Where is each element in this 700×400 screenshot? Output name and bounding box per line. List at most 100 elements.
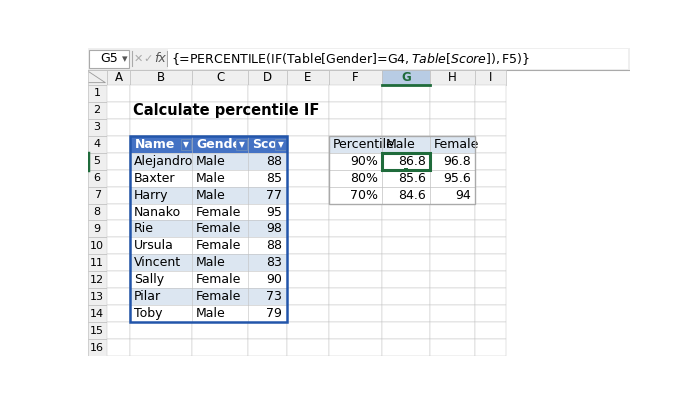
- Bar: [192, 305, 248, 322]
- Text: ▼: ▼: [277, 140, 284, 149]
- Bar: [475, 85, 506, 102]
- Bar: [248, 136, 287, 153]
- Text: G: G: [401, 71, 411, 84]
- Text: 4: 4: [94, 139, 101, 149]
- Bar: [287, 153, 329, 170]
- Bar: [107, 153, 130, 170]
- Bar: [329, 186, 382, 204]
- Text: 11: 11: [90, 258, 104, 268]
- Bar: [329, 322, 382, 339]
- Bar: [248, 119, 287, 136]
- Bar: [88, 220, 107, 238]
- Bar: [329, 70, 382, 85]
- Bar: [130, 204, 192, 220]
- Bar: [192, 204, 248, 220]
- Text: 95: 95: [266, 206, 282, 218]
- Bar: [382, 70, 430, 85]
- Bar: [329, 119, 382, 136]
- Bar: [248, 305, 287, 322]
- Text: G5: G5: [100, 52, 118, 65]
- Text: Female: Female: [196, 290, 242, 303]
- Bar: [192, 322, 248, 339]
- Text: 7: 7: [94, 190, 101, 200]
- Bar: [430, 288, 475, 305]
- Bar: [88, 186, 107, 204]
- Bar: [329, 85, 382, 102]
- Bar: [329, 170, 382, 186]
- Text: 95.6: 95.6: [443, 172, 471, 185]
- Bar: [430, 85, 475, 102]
- Text: Pilar: Pilar: [134, 290, 161, 303]
- Bar: [248, 153, 287, 170]
- Text: Female: Female: [196, 222, 242, 236]
- Text: 14: 14: [90, 309, 104, 319]
- Text: 80%: 80%: [350, 172, 378, 185]
- Bar: [192, 238, 248, 254]
- Bar: [248, 204, 287, 220]
- Bar: [287, 305, 329, 322]
- Bar: [248, 322, 287, 339]
- Bar: [382, 153, 430, 170]
- Bar: [430, 322, 475, 339]
- Bar: [475, 119, 506, 136]
- Bar: [287, 339, 329, 356]
- Bar: [248, 153, 287, 170]
- Bar: [382, 220, 430, 238]
- Bar: [329, 220, 382, 238]
- Bar: [287, 322, 329, 339]
- Bar: [130, 119, 192, 136]
- Bar: [475, 186, 506, 204]
- Text: 10: 10: [90, 241, 104, 251]
- Text: H: H: [448, 71, 457, 84]
- Bar: [329, 204, 382, 220]
- Bar: [430, 271, 475, 288]
- Bar: [88, 170, 107, 186]
- Text: 84.6: 84.6: [398, 188, 426, 202]
- Bar: [287, 254, 329, 271]
- Bar: [237, 139, 247, 150]
- Bar: [430, 186, 475, 204]
- Bar: [130, 339, 192, 356]
- Bar: [130, 186, 192, 204]
- Bar: [130, 153, 192, 170]
- Bar: [107, 102, 130, 119]
- Text: 9: 9: [94, 224, 101, 234]
- Bar: [192, 220, 248, 238]
- Bar: [248, 85, 287, 102]
- Bar: [329, 288, 382, 305]
- Text: 5: 5: [94, 156, 101, 166]
- Text: Female: Female: [196, 206, 242, 218]
- Bar: [192, 170, 248, 186]
- Text: ✓: ✓: [144, 54, 153, 64]
- Bar: [475, 322, 506, 339]
- Bar: [382, 119, 430, 136]
- Bar: [329, 102, 382, 119]
- Bar: [430, 136, 475, 153]
- Bar: [475, 204, 506, 220]
- Bar: [382, 339, 430, 356]
- Text: Rie: Rie: [134, 222, 154, 236]
- Text: 94: 94: [456, 188, 471, 202]
- Bar: [130, 136, 287, 322]
- Bar: [107, 271, 130, 288]
- Bar: [430, 220, 475, 238]
- Bar: [107, 305, 130, 322]
- Bar: [329, 271, 382, 288]
- Text: D: D: [262, 71, 272, 84]
- Text: 16: 16: [90, 342, 104, 352]
- Bar: [475, 136, 506, 153]
- Bar: [248, 170, 287, 186]
- Bar: [382, 204, 430, 220]
- Bar: [475, 102, 506, 119]
- Text: Male: Male: [196, 307, 225, 320]
- Bar: [430, 186, 475, 204]
- Bar: [287, 70, 329, 85]
- Text: 90: 90: [266, 273, 282, 286]
- Bar: [88, 238, 107, 254]
- Text: Harry: Harry: [134, 188, 169, 202]
- Text: 12: 12: [90, 275, 104, 285]
- Bar: [130, 70, 192, 85]
- Bar: [130, 170, 192, 186]
- Bar: [107, 322, 130, 339]
- Bar: [107, 339, 130, 356]
